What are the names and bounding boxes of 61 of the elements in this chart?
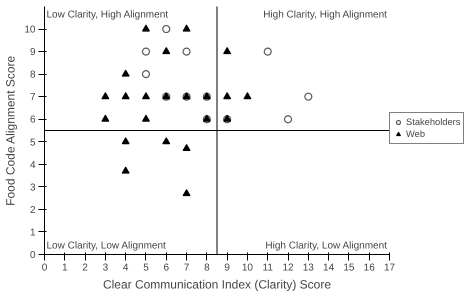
point — [122, 166, 130, 174]
point — [122, 137, 130, 144]
point — [162, 137, 170, 144]
x-tick-label: 15 — [343, 262, 355, 274]
annotation: High Clarity, High Alignment — [263, 10, 388, 20]
point — [182, 24, 191, 32]
x-tick-label: 14 — [323, 262, 335, 274]
point — [142, 48, 150, 56]
point — [264, 48, 272, 56]
point — [142, 92, 150, 100]
y-tick-label: 1 — [30, 227, 36, 238]
y-tick-label: 10 — [24, 24, 36, 36]
annotation: Low Clarity, High Alignment — [46, 10, 168, 20]
y-tick-label: 3 — [30, 182, 36, 194]
point — [101, 114, 110, 122]
x-tick-label: 4 — [122, 262, 129, 274]
annotation: High Clarity, Low Alignment — [265, 240, 388, 252]
x-tick-label: 3 — [102, 262, 109, 274]
x-tick-label: 10 — [242, 262, 254, 274]
point — [101, 92, 110, 100]
y-tick-label: 4 — [30, 160, 36, 171]
x-tick-label: 17 — [384, 262, 396, 274]
x-tick-label: 1 — [62, 262, 68, 274]
x-tick-label: 12 — [282, 262, 294, 274]
x-tick-label: 16 — [364, 262, 376, 274]
x-tick-label: 6 — [163, 262, 170, 274]
x-tick-label: 2 — [82, 262, 88, 274]
x-tick-label: 11 — [262, 262, 274, 274]
point — [304, 92, 312, 101]
x-axis-title: Clear Communication Index (Clarity) Score — [102, 278, 332, 292]
point — [162, 47, 170, 54]
point — [142, 70, 150, 78]
x-tick-label: 8 — [204, 262, 210, 274]
y-axis-title: Food Code Alignment Score — [3, 55, 18, 206]
y-tick-label: 6 — [30, 114, 36, 126]
y-tick-label: 7 — [30, 92, 36, 104]
point — [182, 144, 191, 152]
point — [142, 114, 150, 122]
y-tick-label: 9 — [30, 47, 36, 58]
annotation: Low Clarity, Low Alignment — [46, 240, 166, 252]
point — [122, 92, 130, 100]
y-tick-label: 8 — [30, 70, 36, 81]
point — [243, 92, 252, 100]
x-tick-label: 7 — [184, 262, 190, 274]
x-tick-label: 0 — [42, 262, 48, 274]
legend-label: Stakeholders — [406, 117, 460, 127]
y-tick-label: 2 — [30, 204, 36, 216]
point — [182, 48, 191, 56]
y-tick-label: 0 — [30, 250, 36, 261]
point — [223, 47, 232, 54]
point — [162, 24, 170, 34]
y-tick-label: 5 — [30, 137, 36, 148]
x-tick-label: 9 — [224, 262, 230, 274]
point — [284, 115, 292, 124]
x-tick-label: 13 — [302, 262, 314, 274]
legend-label: Web — [406, 129, 426, 139]
x-tick-label: 5 — [143, 262, 150, 274]
point — [142, 24, 150, 32]
point — [122, 70, 130, 77]
point — [182, 189, 191, 196]
point — [223, 92, 232, 100]
